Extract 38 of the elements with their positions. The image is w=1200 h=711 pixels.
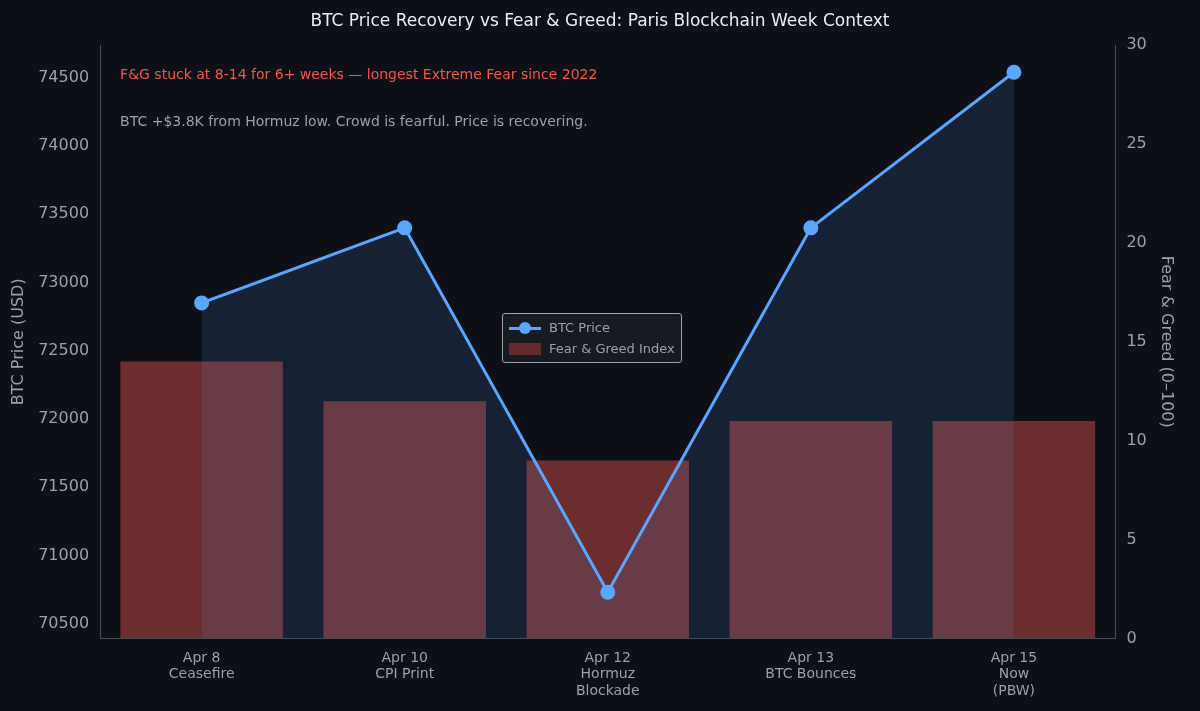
annotation: BTC +$3.8K from Hormuz low. Crowd is fearful. Price is recovering. bbox=[120, 112, 588, 129]
y2-tick-label: 0 bbox=[1126, 627, 1137, 647]
y2-tick-label: 15 bbox=[1126, 330, 1147, 350]
point bbox=[397, 220, 413, 236]
bar bbox=[729, 420, 893, 639]
x-tick-label: Apr 13 BTC Bounces bbox=[765, 648, 857, 682]
legend-label: BTC Price bbox=[549, 320, 611, 335]
x-tick-label: Apr 15 Now (PBW) bbox=[990, 648, 1038, 699]
bar bbox=[932, 420, 1096, 639]
y-axis-title: BTC Price (USD) bbox=[7, 278, 27, 406]
x-tick-label: Apr 8 Ceasefire bbox=[168, 648, 235, 682]
y2-tick-label: 5 bbox=[1126, 528, 1137, 548]
legend-label: Fear & Greed Index bbox=[549, 341, 675, 356]
point bbox=[194, 295, 210, 311]
y2-axis-title: Fear & Greed (0–100) bbox=[1158, 255, 1178, 428]
x-tick-label: Apr 10 CPI Print bbox=[375, 648, 435, 682]
y2-tick-label: 30 bbox=[1126, 34, 1147, 54]
x-tick-label: Apr 12 Hormuz Blockade bbox=[575, 648, 640, 699]
point bbox=[803, 220, 819, 236]
bar bbox=[120, 361, 283, 639]
bar bbox=[323, 401, 486, 639]
chart-title: BTC Price Recovery vs Fear & Greed: Paris Blockchain Week Context bbox=[309, 10, 891, 30]
y-tick-label: 72500 bbox=[38, 339, 90, 359]
y-tick-label: 73500 bbox=[38, 203, 90, 223]
y2-tick-label: 25 bbox=[1126, 133, 1147, 153]
y2-tick-label: 10 bbox=[1126, 429, 1147, 449]
bar bbox=[526, 460, 689, 639]
y-tick-label: 73000 bbox=[38, 271, 90, 291]
point bbox=[1006, 64, 1022, 80]
y2-tick-label: 20 bbox=[1126, 232, 1147, 252]
y-tick-label: 74500 bbox=[38, 66, 90, 86]
y-tick-label: 74000 bbox=[38, 135, 90, 155]
y-tick-label: 71000 bbox=[38, 544, 90, 564]
y-tick-label: 72000 bbox=[38, 408, 90, 428]
annotation: F&G stuck at 8-14 for 6+ weeks — longest Extreme Fear since 2022 bbox=[120, 65, 598, 82]
point bbox=[600, 584, 616, 600]
y-tick-label: 70500 bbox=[38, 612, 90, 632]
y-tick-label: 71500 bbox=[38, 476, 90, 496]
